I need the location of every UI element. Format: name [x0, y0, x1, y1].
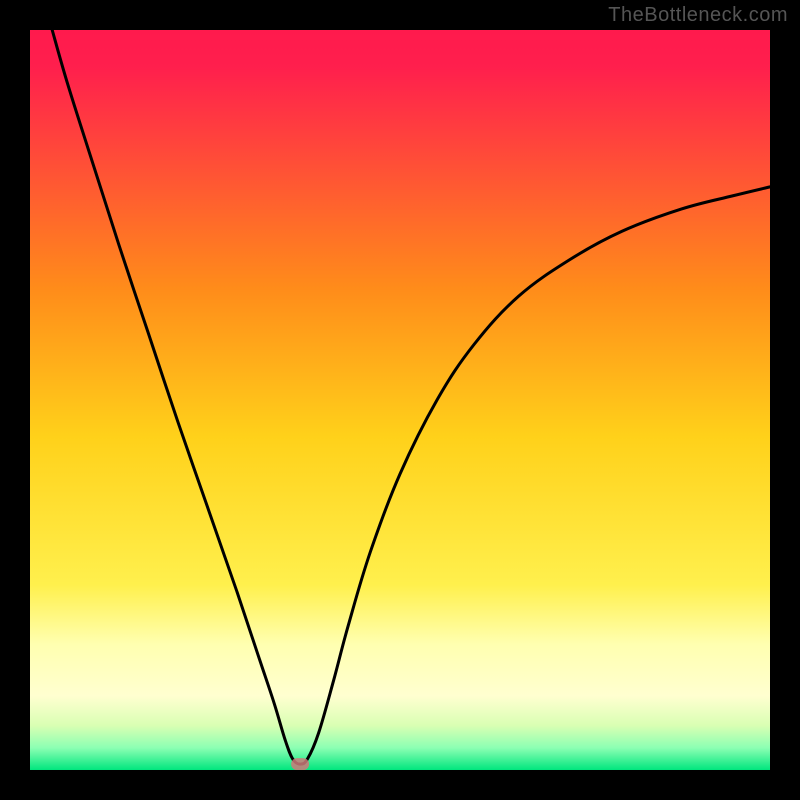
- chart-svg: [0, 0, 800, 800]
- watermark-text: TheBottleneck.com: [608, 4, 788, 27]
- plot-background: [30, 30, 770, 770]
- bottleneck-chart: TheBottleneck.com: [0, 0, 800, 800]
- minimum-marker: [291, 758, 309, 770]
